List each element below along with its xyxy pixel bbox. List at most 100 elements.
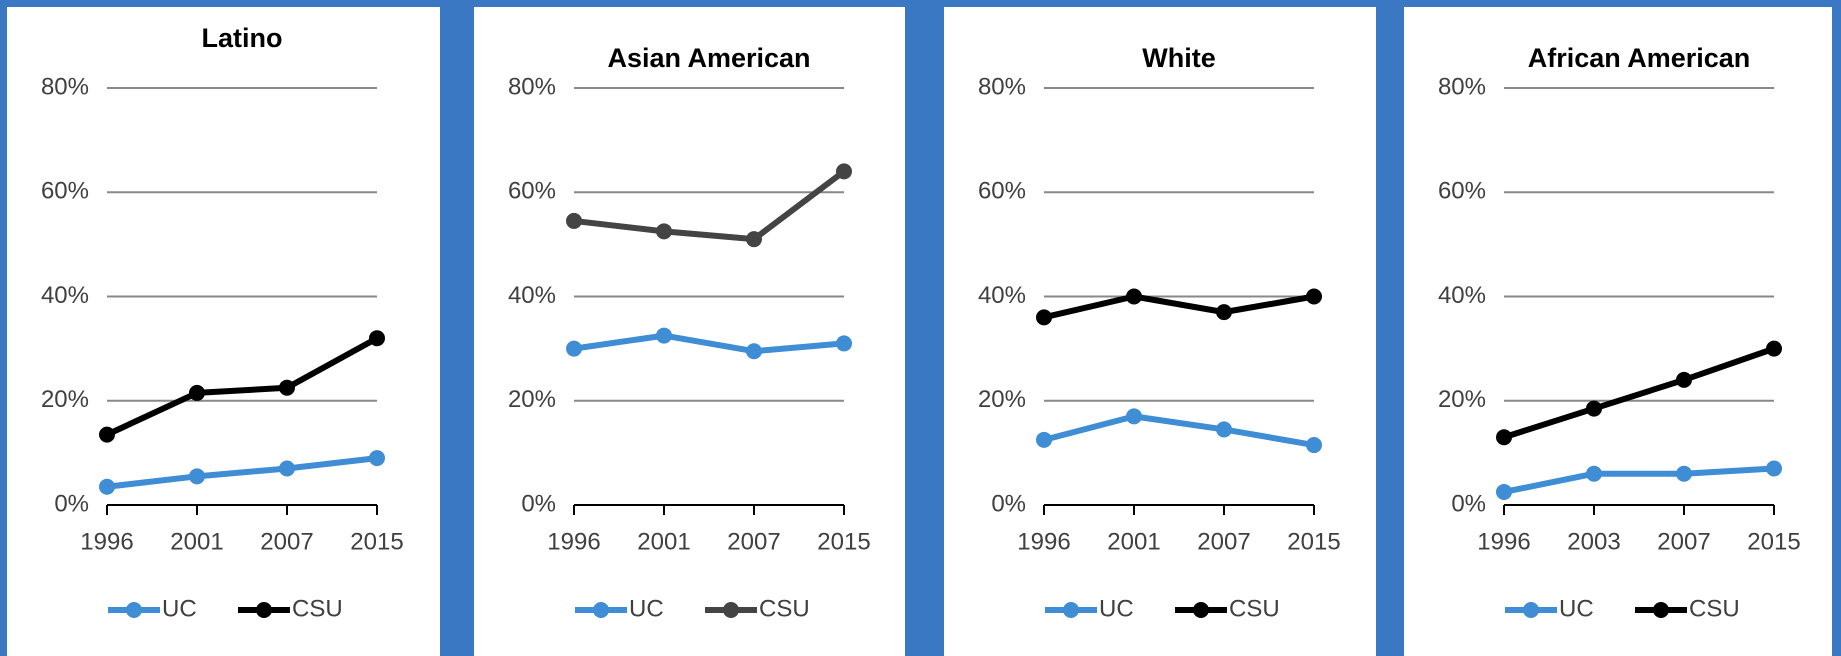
x-tick-label: 2001 (1107, 528, 1160, 555)
legend-label: UC (162, 595, 197, 622)
point (566, 212, 582, 229)
point (189, 468, 205, 485)
y-tick-label: 20% (978, 386, 1026, 413)
point (369, 450, 385, 467)
legend-marker (256, 602, 272, 618)
point (99, 478, 115, 495)
panel-background (474, 7, 905, 656)
y-tick-label: 20% (508, 386, 556, 413)
series-line (1043, 293, 1315, 321)
point (1676, 371, 1692, 388)
point (566, 340, 582, 357)
y-tick-label: 20% (41, 386, 89, 413)
point (656, 327, 672, 344)
series-line (106, 455, 378, 490)
legend-marker (1193, 602, 1209, 618)
y-tick-label: 40% (508, 282, 556, 309)
x-tick-label: 2007 (260, 528, 313, 555)
y-tick-label: 0% (54, 490, 89, 517)
legend-label: CSU (292, 595, 343, 622)
y-tick-label: 0% (1451, 490, 1486, 517)
point (279, 460, 295, 477)
point (1496, 483, 1512, 500)
x-tick-label: 1996 (80, 528, 133, 555)
series-line (1503, 465, 1775, 495)
point (836, 163, 852, 180)
legend-marker (1653, 602, 1669, 618)
x-tick-label: 2015 (817, 528, 870, 555)
point (99, 426, 115, 443)
x-tick-label: 2003 (1567, 528, 1620, 555)
point (1306, 288, 1322, 305)
y-tick-label: 60% (41, 178, 89, 205)
point (656, 223, 672, 240)
x-tick-label: 2007 (1657, 528, 1710, 555)
legend-marker (593, 602, 609, 618)
series-line (573, 169, 846, 243)
point (279, 379, 295, 396)
y-tick-label: 60% (1438, 178, 1486, 205)
x-tick-label: 2015 (1287, 528, 1340, 555)
point (1586, 465, 1602, 482)
legend-marker (1063, 602, 1079, 618)
x-tick-label: 1996 (1017, 528, 1070, 555)
x-tick-label: 2001 (637, 528, 690, 555)
chart-panel: African American 0% 20% 40% 60% 80% 1996 2003 20… (1404, 7, 1832, 656)
y-tick-label: 40% (978, 282, 1026, 309)
legend-marker (126, 602, 142, 618)
legend-label: UC (1559, 595, 1594, 622)
chart-title: African American (1528, 43, 1751, 73)
panel-background (1404, 7, 1832, 656)
series-line (1503, 345, 1775, 441)
y-tick-label: 60% (978, 178, 1026, 205)
x-tick-label: 2001 (170, 528, 223, 555)
y-tick-label: 80% (41, 73, 89, 100)
point (1496, 429, 1512, 446)
series-line (573, 332, 845, 355)
y-tick-label: 80% (508, 73, 556, 100)
chart-title: Latino (202, 23, 283, 53)
x-tick-label: 2007 (1197, 528, 1250, 555)
point (1766, 460, 1782, 477)
y-tick-label: 40% (1438, 282, 1486, 309)
point (1306, 437, 1322, 454)
x-tick-label: 1996 (547, 528, 600, 555)
point (746, 231, 762, 248)
y-tick-label: 0% (991, 490, 1026, 517)
legend-label: UC (1099, 595, 1134, 622)
point (1216, 304, 1232, 321)
x-tick-label: 2015 (1747, 528, 1800, 555)
point (1126, 288, 1142, 305)
legend-marker (1523, 602, 1539, 618)
y-tick-label: 80% (978, 73, 1026, 100)
legend-label: UC (629, 595, 664, 622)
x-tick-label: 2015 (350, 528, 403, 555)
point (369, 330, 385, 347)
point (1676, 465, 1692, 482)
legend-label: CSU (1229, 595, 1280, 622)
legend-label: CSU (1689, 595, 1740, 622)
chart-panel: Latino 0% 20% 40% 60% 80% 1996 2001 2007 2015 UC CS… (7, 7, 440, 656)
point (1586, 400, 1602, 417)
y-tick-label: 20% (1438, 386, 1486, 413)
point (1216, 421, 1232, 438)
point (836, 335, 852, 352)
y-tick-label: 0% (521, 490, 556, 517)
point (189, 384, 205, 401)
point (1036, 309, 1052, 326)
chart-title: White (1142, 43, 1216, 73)
legend-label: CSU (759, 595, 810, 622)
chart-panel: Asian American 0% 20% 40% 60% 80% 1996 2001 2007… (474, 7, 905, 656)
panel-background (944, 7, 1376, 656)
point (1126, 408, 1142, 425)
x-tick-label: 1996 (1477, 528, 1530, 555)
y-tick-label: 60% (508, 178, 556, 205)
series-line (105, 335, 379, 438)
panel-background (7, 7, 440, 656)
y-tick-label: 80% (1438, 73, 1486, 100)
chart-panel: White 0% 20% 40% 60% 80% 1996 2001 2007 2015 UC CSU (944, 7, 1376, 656)
point (1036, 431, 1052, 448)
y-tick-label: 40% (41, 282, 89, 309)
series-line (1043, 413, 1315, 449)
